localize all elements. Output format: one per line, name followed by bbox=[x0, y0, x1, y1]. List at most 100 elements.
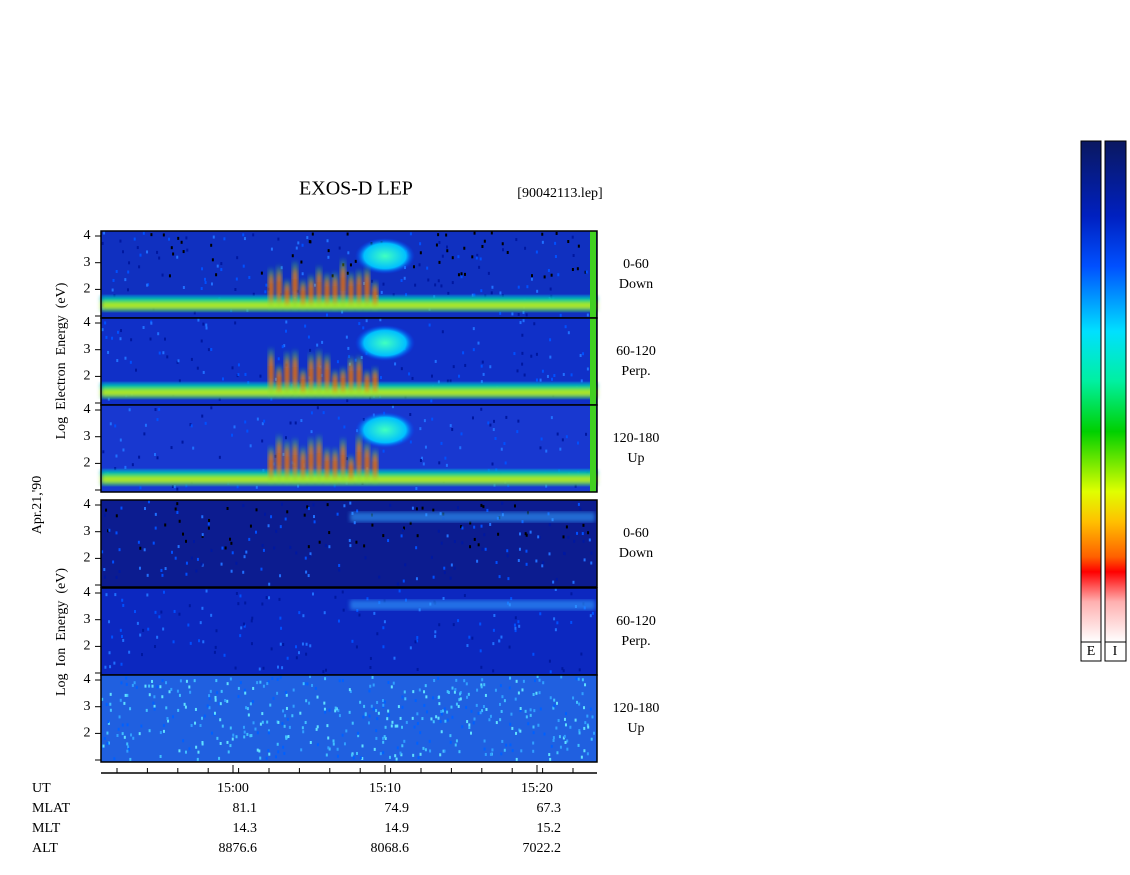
spectrogram-cell bbox=[223, 653, 226, 657]
spectrogram-cell bbox=[306, 236, 309, 240]
spectrogram-cell bbox=[237, 363, 240, 367]
spectrogram-cell bbox=[388, 755, 391, 759]
spectrogram-cell bbox=[201, 742, 204, 746]
spectrogram-cell bbox=[471, 293, 474, 297]
spectrogram-cell bbox=[553, 698, 556, 702]
spectrogram-cell bbox=[532, 692, 535, 696]
spectrogram-cell bbox=[301, 243, 304, 247]
spectrogram-cell bbox=[337, 416, 340, 420]
spectrogram-cell bbox=[416, 636, 419, 640]
spectrogram-cell bbox=[111, 288, 114, 292]
spectrogram-cell bbox=[532, 725, 535, 729]
spectrogram-cell bbox=[395, 757, 398, 761]
spectrogram-cell bbox=[324, 677, 327, 681]
spectrogram-cell bbox=[492, 642, 495, 646]
spectrogram-cell bbox=[108, 620, 111, 624]
spectrogram-cell bbox=[220, 562, 223, 566]
spectrogram-cell bbox=[104, 513, 107, 517]
spectrogram-cell bbox=[444, 456, 447, 460]
spectrogram-cell bbox=[336, 360, 339, 364]
spectrogram-cell bbox=[460, 525, 463, 529]
spectrogram-cell bbox=[231, 366, 234, 370]
spectrogram-cell bbox=[483, 239, 486, 243]
spectrogram-cell bbox=[244, 691, 247, 695]
enhancement bbox=[292, 350, 298, 396]
spectrogram-cell bbox=[480, 407, 483, 411]
spectrogram-cell bbox=[218, 397, 221, 401]
spectrogram-cell bbox=[440, 709, 443, 713]
spectrogram-cell bbox=[532, 749, 535, 753]
spectrogram-cell bbox=[114, 593, 117, 597]
spectrogram-cell bbox=[221, 724, 224, 728]
spectrogram-cell bbox=[103, 231, 106, 235]
spectrogram-cell bbox=[276, 665, 279, 669]
panel-frame bbox=[100, 404, 598, 493]
spectrogram-cell bbox=[484, 693, 487, 697]
spectrogram-cell bbox=[408, 372, 411, 376]
spectrogram-cell bbox=[480, 289, 483, 293]
y-tick-label: 4 bbox=[84, 585, 91, 600]
y-tick-label: 3 bbox=[84, 612, 91, 627]
spectrogram-cell bbox=[126, 723, 129, 727]
spectrogram-cell bbox=[234, 287, 237, 291]
spectrogram-cell bbox=[314, 686, 317, 690]
spectrogram-cell bbox=[519, 321, 522, 325]
spectrogram-cell bbox=[382, 449, 385, 453]
spectrogram-cell bbox=[146, 593, 149, 597]
spectrogram-cell bbox=[416, 667, 419, 671]
spectrogram-cell bbox=[484, 752, 487, 756]
spectrogram-cell bbox=[517, 285, 520, 289]
spectrogram-cell bbox=[470, 731, 473, 735]
spectrogram-cell bbox=[490, 291, 493, 295]
row-value: 14.9 bbox=[385, 821, 410, 836]
spectrogram-cell bbox=[532, 652, 535, 656]
spectrogram-cell bbox=[493, 613, 496, 617]
spectrogram-cell bbox=[170, 246, 173, 250]
spectrogram-cell bbox=[176, 689, 179, 693]
spectrogram-cell bbox=[179, 679, 182, 683]
spectrogram-cell bbox=[416, 712, 419, 716]
spectrogram-cell bbox=[572, 580, 575, 584]
spectrogram-cell bbox=[565, 712, 568, 716]
spectrogram-cell bbox=[121, 598, 124, 602]
spectrogram-cell bbox=[550, 416, 553, 420]
spectrogram-cell bbox=[416, 534, 419, 538]
spectrogram-cell bbox=[127, 270, 130, 274]
spectrogram-cell bbox=[499, 291, 502, 295]
y-tick-label: 4 bbox=[84, 228, 91, 243]
spectrogram-cell bbox=[119, 239, 122, 243]
spectrogram-cell bbox=[229, 744, 232, 748]
spectrogram-cell bbox=[479, 257, 482, 261]
spectrogram-cell bbox=[382, 626, 385, 630]
spectrogram-cell bbox=[239, 634, 242, 638]
spectrogram-cell bbox=[116, 330, 119, 334]
spectrogram-cell bbox=[397, 705, 400, 709]
spectrogram-cell bbox=[252, 233, 255, 237]
spectrogram-cell bbox=[262, 548, 265, 552]
spectrogram-cell bbox=[101, 550, 104, 554]
spectrogram-cell bbox=[589, 707, 592, 711]
spectrogram-cell bbox=[226, 740, 229, 744]
spectrogram-cell bbox=[272, 696, 275, 700]
spectrogram-cell bbox=[483, 739, 486, 743]
spectrogram-cell bbox=[490, 231, 493, 235]
spectrogram-cell bbox=[312, 503, 315, 507]
spectrogram-cell bbox=[263, 419, 266, 423]
spectrogram-cell bbox=[229, 726, 232, 730]
spectrogram-cell bbox=[198, 639, 201, 643]
spectrogram-cell bbox=[565, 525, 568, 529]
spectrogram-cell bbox=[226, 699, 229, 703]
spectrogram-cell bbox=[367, 721, 370, 725]
spectrogram-cell bbox=[525, 549, 528, 553]
spectrogram-cell bbox=[297, 241, 300, 245]
spectrogram-cell bbox=[144, 423, 147, 427]
spectrogram-cell bbox=[243, 688, 246, 692]
spectrogram-cell bbox=[304, 720, 307, 724]
spectrogram-cell bbox=[255, 485, 258, 489]
spectrogram-cell bbox=[466, 695, 469, 699]
spectrogram-cell bbox=[237, 373, 240, 377]
spectrogram-cell bbox=[437, 677, 440, 681]
spectrogram-cell bbox=[453, 566, 456, 570]
spectrogram-cell bbox=[428, 739, 431, 743]
spectrogram-cell bbox=[446, 379, 449, 383]
